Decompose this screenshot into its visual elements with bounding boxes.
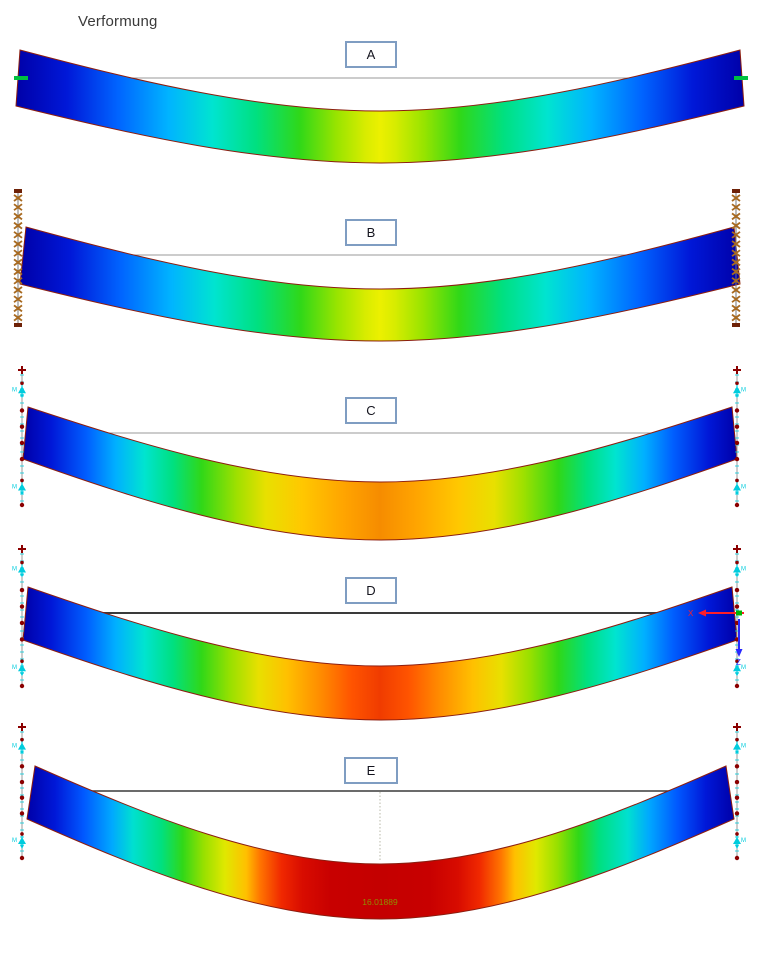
support-m-label: M [741,665,746,671]
beam-label-d: D [366,583,376,598]
nodal-support-icon: M [733,832,746,849]
beam-D-surface[interactable] [22,586,738,721]
support-m-label: M [741,838,746,844]
beam-group-B [13,189,741,342]
z-axis-label: Z [736,658,741,667]
support-C-right[interactable]: MM [733,366,746,508]
node-marker [736,610,742,616]
coordinate-system-icon: XZ [688,609,744,667]
support-D-left[interactable]: MM [12,545,26,689]
beam-label-box-a[interactable]: A [345,41,397,68]
x-axis-label: X [688,609,694,618]
support-m-label: M [12,744,17,750]
beam-label-c: C [366,403,376,418]
nodal-support-icon: M [12,560,26,578]
nodal-support-icon: M [733,737,746,755]
support-m-label: M [12,665,17,671]
beam-label-e: E [366,763,376,778]
beam-B-surface[interactable] [19,226,741,342]
nodal-support-icon: M [733,560,746,578]
beam-label-box-d[interactable]: D [345,577,397,604]
support-m-label: M [12,484,17,490]
beam-group-A [14,49,748,164]
support-m-label: M [12,387,17,393]
beam-label-b: B [366,225,376,240]
beam-label-box-e[interactable]: E [344,757,398,784]
support-m-label: M [741,744,746,750]
support-m-label: M [741,484,746,490]
support-m-label: M [741,567,746,573]
view-title: Verformung [78,13,158,30]
beam-label-box-c[interactable]: C [345,397,397,424]
beam-label-a: A [366,47,376,62]
nodal-support-icon: M [733,381,746,399]
support-m-label: M [12,567,17,573]
max-deflection-value: 16.01889 [362,897,398,907]
support-E-left[interactable]: MM [12,723,26,861]
nodal-support-icon: M [12,737,26,755]
support-C-left[interactable]: MM [12,366,26,508]
nodal-support-icon: M [733,659,746,677]
support-B-right[interactable] [731,189,741,327]
nodal-support-icon: M [12,381,26,399]
support-E-right[interactable]: MM [733,723,746,861]
nodal-support-icon: M [12,832,26,849]
beam-label-box-b[interactable]: B [345,219,397,246]
beam-E-surface[interactable] [26,765,735,920]
beam-A-surface[interactable] [15,49,745,164]
support-A-right[interactable] [734,76,748,80]
support-m-label: M [12,838,17,844]
support-A-left[interactable] [14,76,28,80]
nodal-support-icon: M [12,659,26,677]
support-m-label: M [741,387,746,393]
beam-C-surface[interactable] [22,406,738,541]
nodal-support-icon: M [733,478,746,496]
support-B-left[interactable] [13,189,23,327]
nodal-support-icon: M [12,478,26,496]
